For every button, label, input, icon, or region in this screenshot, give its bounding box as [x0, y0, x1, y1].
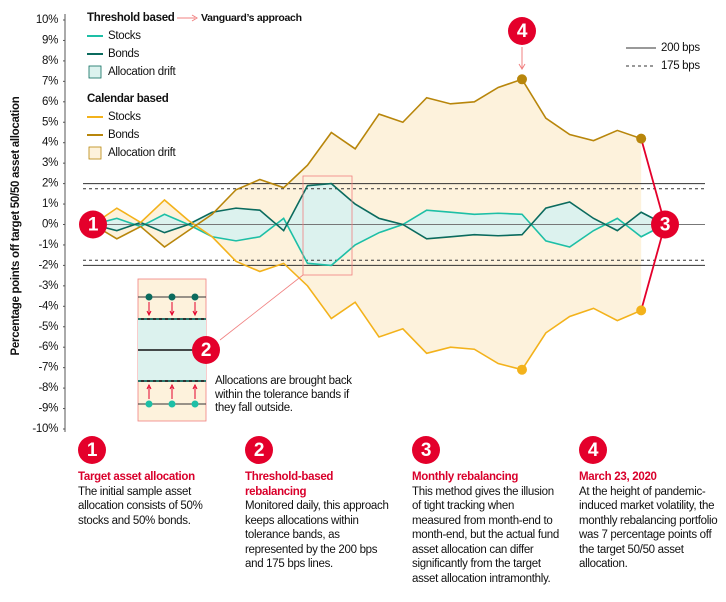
- y-tick-label: 8%: [42, 55, 58, 67]
- marker-dot: [636, 305, 647, 316]
- zoom-arrow-head: [146, 383, 152, 390]
- marker-dot: [636, 133, 647, 144]
- zoom-arrow-head: [192, 383, 198, 390]
- y-tick-label: 0%: [42, 219, 58, 231]
- y-tick-label: 10%: [36, 14, 58, 26]
- connector: [219, 274, 304, 341]
- note: Target asset allocation The initial sampl…: [78, 470, 226, 528]
- legend-label: Bonds: [108, 48, 140, 60]
- y-tick-label: -9%: [38, 403, 58, 415]
- y-tick-label: -10%: [32, 423, 58, 435]
- note: Monthly rebalancing This method gives the…: [412, 470, 560, 586]
- legend-swatch: [88, 146, 102, 160]
- band-legend-label: 175 bps: [661, 60, 700, 72]
- y-tick-label: 4%: [42, 137, 58, 149]
- callout: Allocations are brought back within the …: [215, 375, 352, 414]
- note-text: Monitored daily, this approach keeps all…: [245, 500, 389, 570]
- note-title: Target asset allocation: [78, 471, 195, 483]
- y-tick-label: -3%: [38, 280, 58, 292]
- marker-dot: [517, 74, 527, 85]
- number-badge: [579, 436, 607, 464]
- legend-title: Threshold based: [87, 12, 175, 24]
- number-badge: [78, 436, 106, 464]
- y-tick-label: 6%: [42, 96, 58, 108]
- number-badge-label: 2: [254, 440, 264, 461]
- zoom-dot: [168, 400, 176, 408]
- y-tick-label: -5%: [38, 321, 58, 333]
- zoom-dot: [145, 400, 153, 408]
- number-badge-label: 3: [660, 215, 670, 236]
- y-tick-label: 3%: [42, 157, 58, 169]
- y-tick-label: -6%: [38, 341, 58, 353]
- legend-label: Stocks: [108, 111, 141, 123]
- legend-title: Calendar based: [87, 93, 169, 105]
- number-badge-label: 1: [87, 440, 98, 461]
- zoom-arrow-head: [192, 310, 198, 317]
- note-title: Threshold-based rebalancing: [245, 471, 334, 498]
- number-badge-label: 4: [517, 21, 528, 42]
- legend-swatch: [88, 65, 102, 79]
- legend-note: Vanguard’s approach: [201, 12, 302, 24]
- y-tick-label: 1%: [42, 198, 58, 210]
- y-axis-label: Percentage points off target 50/50 asset…: [10, 96, 22, 355]
- zoom-dot: [191, 293, 199, 301]
- series-line: [92, 182, 666, 240]
- number-badge: [245, 436, 273, 464]
- series-line: [92, 78, 642, 249]
- number-badge-label: 3: [421, 440, 431, 461]
- zoom-arrow-head: [146, 310, 152, 317]
- number-badge-label: 1: [88, 215, 99, 236]
- highlight-box: [302, 175, 353, 276]
- marker-dot: [517, 364, 527, 375]
- legend-arrow-head: [191, 14, 198, 22]
- zoom-dot: [191, 400, 199, 408]
- note-text: The initial sample asset allocation cons…: [78, 485, 203, 527]
- y-tick-label: 7%: [42, 75, 58, 87]
- zoom-arrow-head: [169, 310, 175, 317]
- legend-label: Stocks: [108, 30, 141, 42]
- peak-arrow-head: [518, 63, 526, 70]
- number-badge-label: 2: [201, 340, 211, 361]
- legend-label: Allocation drift: [108, 147, 177, 159]
- y-tick-label: -8%: [38, 382, 58, 394]
- zoom-arrow-head: [169, 383, 175, 390]
- number-badge: [79, 210, 107, 239]
- number-badge: [412, 436, 440, 464]
- red-connector: [640, 138, 666, 225]
- band-legend-label: 200 bps: [661, 42, 700, 54]
- series-line: [92, 198, 642, 371]
- red-connector: [640, 224, 666, 311]
- zoom-dot: [168, 293, 176, 301]
- y-tick-label: -4%: [38, 300, 58, 312]
- note: Threshold-based rebalancing Monitored dai…: [245, 470, 393, 572]
- number-badge: [192, 336, 220, 364]
- number-badge: [651, 210, 679, 239]
- note-title: March 23, 2020: [579, 471, 657, 483]
- note-text: At the height of pandemic-induced market…: [579, 485, 718, 571]
- legend-label: Bonds: [108, 129, 140, 141]
- legend-label: Allocation drift: [108, 66, 177, 78]
- note-text: This method gives the illusion of tight …: [412, 485, 559, 585]
- zoom-dot: [145, 293, 153, 301]
- y-tick-label: -7%: [38, 362, 58, 374]
- number-badge: [508, 17, 536, 45]
- y-tick-label: -2%: [38, 259, 58, 271]
- y-tick-label: -1%: [38, 239, 58, 251]
- note: March 23, 2020 At the height of pandemic-…: [579, 470, 726, 572]
- y-tick-label: 2%: [42, 178, 58, 190]
- note-title: Monthly rebalancing: [412, 471, 519, 483]
- number-badge-label: 4: [588, 440, 599, 461]
- y-tick-label: 5%: [42, 116, 58, 128]
- y-tick-label: 9%: [42, 34, 58, 46]
